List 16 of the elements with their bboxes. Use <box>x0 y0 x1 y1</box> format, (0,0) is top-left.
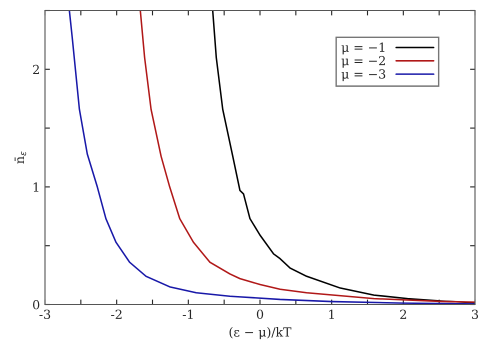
x-tick-label: 3 <box>472 310 478 320</box>
x-tick-label: -3 <box>39 310 50 320</box>
legend-label: μ = −2 <box>342 56 385 68</box>
x-axis-title: (ε − μ)/kT <box>230 327 292 340</box>
legend-label: μ = −1 <box>342 42 384 54</box>
y-tick-label: 0 <box>33 300 40 310</box>
x-tick-label: -1 <box>182 310 193 319</box>
line-series <box>140 10 475 303</box>
y-axis-title: n̄$_{ε}$ <box>14 152 26 164</box>
legend-label: μ = −3 <box>342 69 386 82</box>
x-tick-label: 1 <box>329 310 334 319</box>
x-tick-label: 2 <box>400 310 406 319</box>
y-tick-label: 1 <box>34 182 38 192</box>
x-tick-label: 0 <box>256 310 264 320</box>
x-tick-label: -2 <box>111 310 122 319</box>
y-tick-label: 2 <box>33 64 39 74</box>
